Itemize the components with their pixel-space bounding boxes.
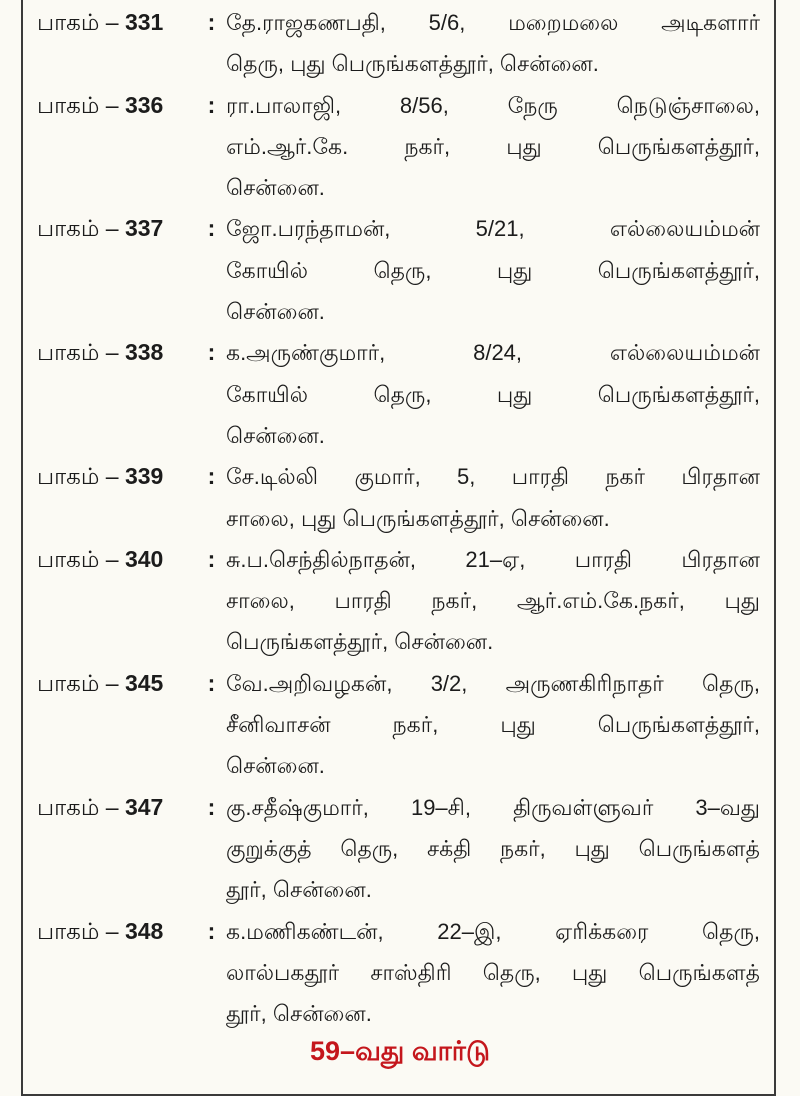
separator: : (207, 91, 216, 118)
separator: : (207, 793, 216, 820)
address-line: சென்னை. (226, 299, 325, 325)
list-item: பாகம் – 340: சு.ப.செந்தில்நாதன், 21–ஏ, பா… (37, 539, 760, 663)
separator: : (207, 669, 216, 696)
part-label: பாகம் – 338 (37, 332, 197, 456)
part-label: பாகம் – 347 (37, 787, 197, 911)
part-number: 338 (124, 339, 164, 366)
part-number: 337 (124, 215, 164, 242)
address-line: ரா.பாலாஜி, 8/56, நேரு நெடுஞ்சாலை, (226, 92, 760, 118)
address-line: எம்.ஆர்.கே. நகர், புது பெருங்களத்தூர், (226, 133, 760, 159)
part-number: 340 (124, 545, 164, 572)
list-item: பாகம் – 345: வே.அறிவழகன், 3/2, அருணகிரிநா… (37, 663, 760, 787)
agent-address: வே.அறிவழகன், 3/2, அருணகிரிநாதர் தெரு, சீன… (226, 663, 760, 787)
part-prefix: பாகம் – (37, 463, 119, 490)
part-number: 347 (124, 793, 164, 820)
list-item: பாகம் – 339: சே.டில்லி குமார், 5, பாரதி ந… (37, 456, 760, 539)
part-prefix: பாகம் – (37, 793, 119, 820)
address-line: வே.அறிவழகன், 3/2, அருணகிரிநாதர் தெரு, (226, 670, 760, 696)
address-line: சென்னை. (226, 422, 325, 448)
agent-address: சே.டில்லி குமார், 5, பாரதி நகர் பிரதான சா… (226, 456, 760, 539)
part-prefix: பாகம் – (37, 545, 119, 572)
part-label: பாகம் – 331 (37, 2, 197, 85)
address-line: க.மணிகண்டன், 22–இ, ஏரிக்கரை தெரு, (226, 918, 760, 944)
address-line: தெரு, புது பெருங்களத்தூர், சென்னை. (226, 51, 599, 77)
part-prefix: பாகம் – (37, 917, 119, 944)
address-line: சீனிவாசன் நகர், புது பெருங்களத்தூர், (226, 712, 760, 738)
list-item: பாகம் – 337: ஜோ.பரந்தாமன், 5/21, எல்லையம்… (37, 208, 760, 332)
part-number: 336 (124, 91, 164, 118)
agent-address: ரா.பாலாஜி, 8/56, நேரு நெடுஞ்சாலை, எம்.ஆர்… (226, 85, 760, 209)
part-prefix: பாகம் – (37, 215, 119, 242)
agent-address: கு.சதீஷ்குமார், 19–சி, திருவள்ளுவர் 3–வத… (226, 787, 760, 911)
address-line: குறுக்குத் தெரு, சக்தி நகர், புது பெருங்… (226, 835, 760, 861)
part-prefix: பாகம் – (37, 91, 119, 118)
agent-address: க.அருண்குமார், 8/24, எல்லையம்மன் கோயில் த… (226, 332, 760, 456)
address-line: கோயில் தெரு, புது பெருங்களத்தூர், (226, 381, 760, 407)
address-line: ஜோ.பரந்தாமன், 5/21, எல்லையம்மன் (226, 216, 760, 242)
agent-address: சு.ப.செந்தில்நாதன், 21–ஏ, பாரதி பிரதான சா… (226, 539, 760, 663)
separator: : (207, 463, 216, 490)
address-line: பெருங்களத்தூர், சென்னை. (226, 629, 494, 655)
ward-heading: 59–வது வார்டு (310, 1036, 490, 1066)
address-line: தூர், சென்னை. (226, 1001, 372, 1027)
address-line: கு.சதீஷ்குமார், 19–சி, திருவள்ளுவர் 3–வத… (226, 794, 760, 820)
part-label: பாகம் – 336 (37, 85, 197, 209)
part-prefix: பாகம் – (37, 339, 119, 366)
list-item: பாகம் – 336: ரா.பாலாஜி, 8/56, நேரு நெடுஞ்… (37, 85, 760, 209)
address-line: லால்பகதூர் சாஸ்திரி தெரு, புது பெருங்களத… (226, 959, 760, 985)
part-number: 331 (124, 9, 164, 35)
agent-address: தே.ராஜகணபதி, 5/6, மறைமலை அடிகளார் தெரு, ப… (226, 2, 760, 85)
address-line: தூர், சென்னை. (226, 877, 372, 903)
address-line: கோயில் தெரு, புது பெருங்களத்தூர், (226, 257, 760, 283)
separator: : (207, 215, 216, 242)
separator: : (207, 545, 216, 572)
part-number: 339 (124, 463, 164, 490)
part-prefix: பாகம் – (37, 9, 119, 35)
polling-booth-agent-list: பாகம் – 331: தே.ராஜகணபதி, 5/6, மறைமலை அடி… (37, 2, 760, 1034)
separator: : (207, 917, 216, 944)
separator: : (207, 9, 216, 35)
address-line: சாலை, புது பெருங்களத்தூர், சென்னை. (226, 505, 610, 531)
part-label: பாகம் – 340 (37, 539, 197, 663)
address-line: சென்னை. (226, 175, 325, 201)
address-line: சென்னை. (226, 753, 325, 779)
address-line: சே.டில்லி குமார், 5, பாரதி நகர் பிரதான (226, 464, 760, 490)
part-label: பாகம் – 345 (37, 663, 197, 787)
agent-address: ஜோ.பரந்தாமன், 5/21, எல்லையம்மன் கோயில் தெ… (226, 208, 760, 332)
part-label: பாகம் – 339 (37, 456, 197, 539)
part-number: 345 (124, 669, 164, 696)
address-line: தே.ராஜகணபதி, 5/6, மறைமலை அடிகளார் (226, 10, 760, 35)
list-item: பாகம் – 348: க.மணிகண்டன், 22–இ, ஏரிக்கரை … (37, 911, 760, 1035)
list-item: பாகம் – 331: தே.ராஜகணபதி, 5/6, மறைமலை அடி… (37, 2, 760, 85)
part-number: 348 (124, 917, 164, 944)
address-line: சு.ப.செந்தில்நாதன், 21–ஏ, பாரதி பிரதான (226, 546, 760, 572)
address-line: க.அருண்குமார், 8/24, எல்லையம்மன் (226, 340, 760, 366)
list-item: பாகம் – 347: கு.சதீஷ்குமார், 19–சி, திருவ… (37, 787, 760, 911)
part-label: பாகம் – 337 (37, 208, 197, 332)
separator: : (207, 339, 216, 366)
part-label: பாகம் – 348 (37, 911, 197, 1035)
address-line: சாலை, பாரதி நகர், ஆர்.எம்.கே.நகர், புது (226, 588, 760, 614)
part-prefix: பாகம் – (37, 669, 119, 696)
agent-address: க.மணிகண்டன், 22–இ, ஏரிக்கரை தெரு, லால்பகத… (226, 911, 760, 1035)
list-item: பாகம் – 338: க.அருண்குமார், 8/24, எல்லையம… (37, 332, 760, 456)
